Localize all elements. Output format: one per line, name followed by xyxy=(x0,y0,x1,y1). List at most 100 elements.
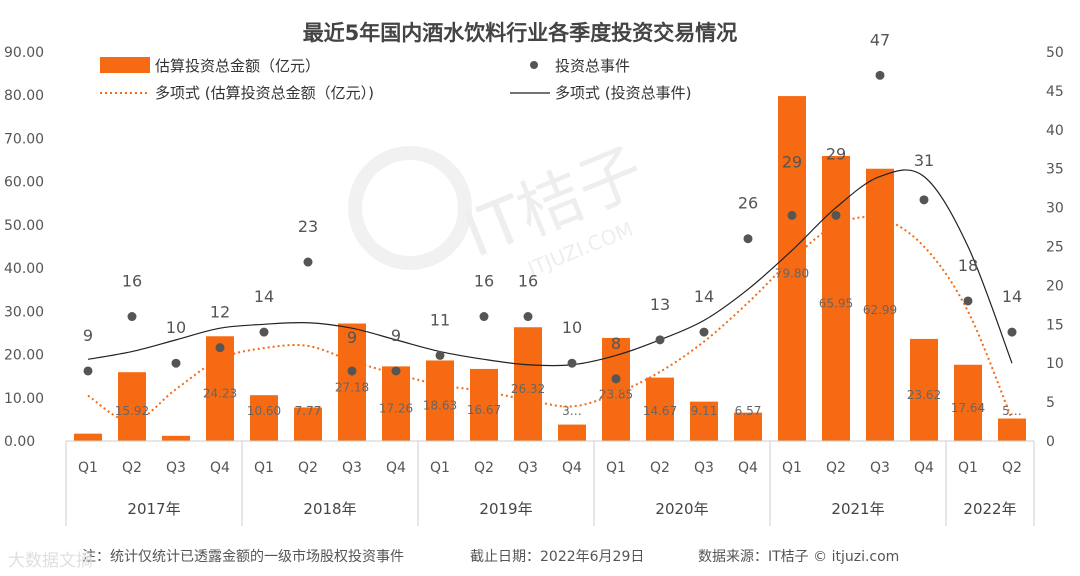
event-point xyxy=(611,374,621,384)
quarter-label: Q1 xyxy=(430,460,450,476)
event-data-label: 16 xyxy=(518,272,538,291)
event-data-label: 13 xyxy=(650,295,670,314)
bar-data-label: 6.57 xyxy=(735,404,762,418)
left-tick-label: 70.00 xyxy=(4,131,44,147)
legend-label-amount: 估算投资总金额（亿元） xyxy=(155,57,320,75)
quarter-label: Q3 xyxy=(518,460,538,476)
quarter-label: Q1 xyxy=(254,460,274,476)
trendline-amount xyxy=(87,215,1013,423)
event-point xyxy=(655,335,665,345)
right-axis: 0 5 10 15 20 25 30 35 40 45 50 xyxy=(1046,45,1064,450)
event-data-label: 23 xyxy=(298,217,318,236)
bar xyxy=(778,96,806,441)
event-data-label: 29 xyxy=(782,152,802,171)
bar-data-label: 23.85 xyxy=(599,387,633,401)
left-tick-label: 50.00 xyxy=(4,218,44,234)
left-tick-label: 10.00 xyxy=(4,391,44,407)
quarter-label: Q3 xyxy=(694,460,714,476)
bar-data-label: 62.99 xyxy=(863,303,897,317)
bar xyxy=(118,372,146,441)
bar xyxy=(470,368,498,441)
left-tick-label: 80.00 xyxy=(4,88,44,104)
quarter-label: Q1 xyxy=(958,460,978,476)
event-point xyxy=(919,195,929,205)
bar-data-label: 24.23 xyxy=(203,387,237,401)
bar xyxy=(910,338,938,441)
quarter-label: Q1 xyxy=(78,460,98,476)
bar-data-label: 15.92 xyxy=(115,404,149,418)
quarter-label: Q4 xyxy=(386,460,406,476)
bar xyxy=(866,168,894,441)
event-data-label: 9 xyxy=(83,326,93,345)
right-tick-label: 5 xyxy=(1046,395,1055,411)
right-tick-label: 25 xyxy=(1046,240,1064,256)
right-tick-label: 50 xyxy=(1046,45,1064,61)
trend-lines xyxy=(87,169,1013,423)
quarter-label: Q4 xyxy=(914,460,934,476)
bar xyxy=(734,412,762,441)
right-tick-label: 35 xyxy=(1046,162,1064,178)
bar xyxy=(74,433,102,441)
bar xyxy=(690,401,718,441)
year-label: 2019年 xyxy=(479,500,532,518)
event-data-label: 10 xyxy=(166,318,186,337)
legend-marker-count xyxy=(530,61,538,69)
event-data-label: 10 xyxy=(562,318,582,337)
event-data-label: 18 xyxy=(958,256,978,275)
bar-data-label: 5… xyxy=(1002,404,1022,418)
bar xyxy=(426,360,454,441)
event-point xyxy=(303,257,313,267)
chart-title: 最近5年国内酒水饮料行业各季度投资交易情况 xyxy=(303,21,738,45)
left-tick-label: 90.00 xyxy=(4,45,44,61)
bar-data-label: 23.62 xyxy=(907,388,941,402)
event-point xyxy=(1007,327,1017,337)
year-label: 2020年 xyxy=(655,500,708,518)
event-data-label: 47 xyxy=(870,30,890,49)
event-data-label: 14 xyxy=(1002,287,1022,306)
scatter-labels: 9 16 10 12 14 23 9 9 11 16 16 10 8 13 14 26 29 29 47 31 18 14 xyxy=(83,30,1022,352)
trendline-count xyxy=(87,169,1013,367)
event-data-label: 14 xyxy=(254,287,274,306)
bar-series xyxy=(74,96,1026,441)
event-data-label: 11 xyxy=(430,310,450,329)
right-tick-label: 0 xyxy=(1046,434,1055,450)
legend-swatch-amount xyxy=(100,57,150,73)
event-point xyxy=(479,312,489,322)
quarter-label: Q4 xyxy=(210,460,230,476)
event-data-label: 31 xyxy=(914,151,934,170)
left-axis: 0.00 10.00 20.00 30.00 40.00 50.00 60.00 70.00 8… xyxy=(4,45,44,450)
event-point xyxy=(347,366,357,376)
bar-data-label: 9.11 xyxy=(691,404,718,418)
event-point xyxy=(83,366,93,376)
quarter-label: Q3 xyxy=(870,460,890,476)
quarter-label: Q2 xyxy=(826,460,846,476)
event-point xyxy=(787,210,797,220)
event-point xyxy=(259,327,269,337)
quarter-label: Q2 xyxy=(122,460,142,476)
watermark: IT桔子 ITJUZI.COM xyxy=(348,134,654,281)
event-data-label: 16 xyxy=(474,272,494,291)
bar xyxy=(206,336,234,441)
footer-date: 截止日期：2022年6月29日 xyxy=(470,549,644,565)
bar xyxy=(514,327,542,441)
bar-data-label: 16.67 xyxy=(467,403,501,417)
right-tick-label: 20 xyxy=(1046,278,1064,294)
right-tick-label: 30 xyxy=(1046,201,1064,217)
bar-data-label: 18.63 xyxy=(423,399,457,413)
legend-label-count: 投资总事件 xyxy=(555,57,630,75)
quarter-label: Q3 xyxy=(342,460,362,476)
year-label: 2018年 xyxy=(303,500,356,518)
event-point xyxy=(215,343,225,353)
bar xyxy=(998,418,1026,441)
event-data-label: 29 xyxy=(826,144,846,163)
quarter-label: Q1 xyxy=(606,460,626,476)
bar xyxy=(646,377,674,441)
right-tick-label: 10 xyxy=(1046,356,1064,372)
quarter-label: Q4 xyxy=(738,460,758,476)
bar xyxy=(294,407,322,441)
bar-data-label: 7.77 xyxy=(295,404,322,418)
quarter-label: Q1 xyxy=(782,460,802,476)
legend-label-count-trend: 多项式 (投资总事件) xyxy=(555,84,691,102)
event-point xyxy=(699,327,709,337)
event-data-label: 8 xyxy=(611,334,621,353)
